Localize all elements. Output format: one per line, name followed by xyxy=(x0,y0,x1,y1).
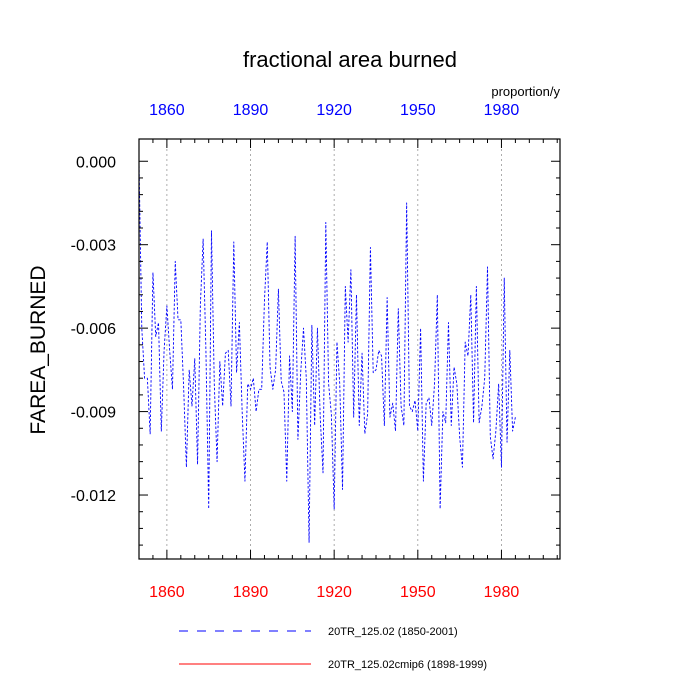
plot-frame xyxy=(138,138,561,560)
axis-tick-labels: 1860 1860 1890 1890 1920 1920 1950 1950 1980 1980… xyxy=(71,102,520,601)
axis-ticks xyxy=(138,139,560,559)
x-tick-label-bottom-1890: 1890 xyxy=(233,584,269,601)
y-tick-label-1: -0.003 xyxy=(71,238,116,255)
legend-label-1: 20TR_125.02cmip6 (1898-1999) xyxy=(328,659,487,671)
x-tick-label-bottom-1950: 1950 xyxy=(400,584,436,601)
grid-lines xyxy=(166,139,502,559)
series-line-0 xyxy=(138,161,516,543)
legend-label-0: 20TR_125.02 (1850-2001) xyxy=(328,626,458,638)
y-tick-label-4: -0.012 xyxy=(71,488,116,505)
x-tick-label-top-1920: 1920 xyxy=(316,102,352,119)
y-axis-label: FAREA_BURNED xyxy=(27,265,50,434)
y-tick-label-3: -0.009 xyxy=(71,405,116,422)
x-tick-label-bottom-1920: 1920 xyxy=(316,584,352,601)
x-tick-label-top-1890: 1890 xyxy=(233,102,269,119)
plot-series xyxy=(138,161,516,543)
legend: 20TR_125.02 (1850-2001) 20TR_125.02cmip6 … xyxy=(179,626,487,671)
x-tick-label-top-1980: 1980 xyxy=(484,102,520,119)
chart-title: fractional area burned xyxy=(243,47,457,72)
x-tick-label-bottom-1980: 1980 xyxy=(484,584,520,601)
y-tick-label-2: -0.006 xyxy=(71,321,116,338)
x-tick-label-bottom-1860: 1860 xyxy=(149,584,185,601)
y-tick-label-0: 0.000 xyxy=(76,154,116,171)
units-label: proportion/y xyxy=(491,84,560,99)
x-tick-label-top-1860: 1860 xyxy=(149,102,185,119)
x-tick-label-top-1950: 1950 xyxy=(400,102,436,119)
